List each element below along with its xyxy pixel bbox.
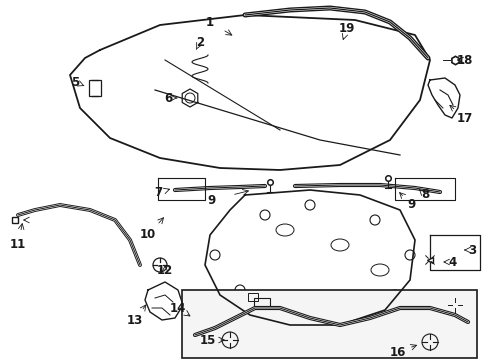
Text: 13: 13	[126, 314, 143, 327]
Bar	[89, 80, 101, 96]
Text: 15: 15	[200, 333, 216, 346]
Text: 1: 1	[205, 15, 214, 28]
Text: 18: 18	[456, 54, 472, 67]
Text: 9: 9	[407, 198, 415, 211]
Text: 10: 10	[140, 229, 156, 242]
Text: 12: 12	[157, 264, 173, 276]
Text: 11: 11	[10, 238, 26, 252]
Bar	[182, 290, 476, 358]
Text: 9: 9	[207, 194, 216, 207]
Text: 5: 5	[71, 76, 79, 89]
Text: 19: 19	[338, 22, 354, 35]
Text: 3: 3	[467, 243, 475, 256]
Text: 16: 16	[389, 346, 406, 359]
Bar	[247, 293, 258, 301]
Text: 4: 4	[448, 256, 456, 269]
Text: 6: 6	[163, 91, 172, 104]
Text: 14: 14	[169, 302, 186, 315]
Bar	[253, 298, 269, 308]
Text: 17: 17	[456, 112, 472, 125]
Text: 7: 7	[154, 186, 162, 199]
Text: 8: 8	[420, 189, 428, 202]
Text: 2: 2	[196, 36, 203, 49]
